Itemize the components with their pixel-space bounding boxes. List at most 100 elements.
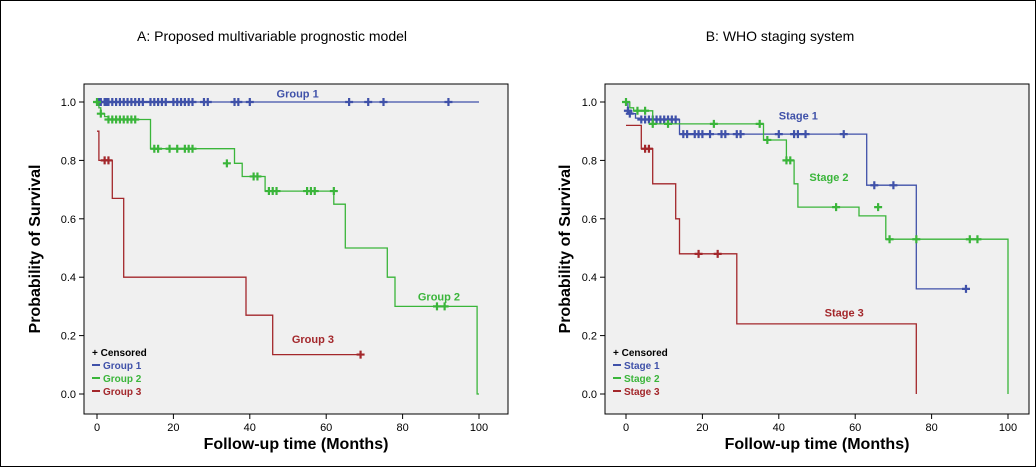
censored-mark bbox=[253, 172, 262, 181]
censored-mark bbox=[188, 98, 197, 106]
y-axis-label: Probability of Survival bbox=[557, 165, 574, 334]
x-tick-label: 80 bbox=[925, 422, 937, 434]
censored-mark bbox=[763, 135, 772, 144]
censored-mark bbox=[329, 187, 338, 196]
y-tick-label: 0.8 bbox=[61, 155, 76, 167]
censored-mark bbox=[222, 159, 231, 168]
y-tick-label: 0.8 bbox=[582, 155, 597, 167]
censored-mark bbox=[444, 98, 453, 106]
x-tick-label: 0 bbox=[623, 422, 629, 434]
curve-label: Stage 1 bbox=[779, 111, 818, 123]
censored-mark bbox=[310, 187, 319, 196]
censored-mark bbox=[161, 98, 170, 106]
censored-mark bbox=[633, 106, 642, 115]
censored-mark bbox=[96, 109, 105, 118]
censored-mark bbox=[272, 187, 281, 196]
x-tick-label: 40 bbox=[244, 422, 256, 434]
censored-mark bbox=[364, 98, 373, 106]
y-tick-label: 0.2 bbox=[61, 331, 76, 343]
censored-mark bbox=[432, 302, 441, 311]
x-tick-label: 60 bbox=[849, 422, 861, 434]
censored-mark bbox=[965, 235, 974, 244]
censored-mark bbox=[912, 235, 921, 244]
censored-mark bbox=[706, 130, 715, 139]
x-tick-label: 100 bbox=[470, 422, 488, 434]
censored-mark bbox=[801, 130, 810, 139]
survival-curve-group-3 bbox=[97, 130, 365, 356]
plot-area bbox=[83, 83, 509, 415]
censored-mark bbox=[786, 156, 795, 165]
censored-mark bbox=[188, 144, 197, 153]
x-tick-label: 40 bbox=[773, 422, 785, 434]
censored-mark bbox=[641, 106, 650, 115]
x-axis-label: Follow-up time (Months) bbox=[204, 436, 389, 453]
censored-mark bbox=[104, 156, 113, 165]
censored-mark bbox=[644, 144, 653, 153]
censored-mark bbox=[138, 98, 147, 106]
legend-item: Stage 1 bbox=[624, 361, 660, 372]
censored-mark bbox=[671, 115, 680, 124]
curve-label: Stage 2 bbox=[809, 172, 848, 184]
censored-mark bbox=[683, 130, 692, 139]
plot-area bbox=[604, 83, 1030, 415]
censored-mark bbox=[664, 119, 673, 128]
legend-item: Group 3 bbox=[103, 387, 142, 398]
censored-mark bbox=[793, 130, 802, 139]
panel-b: B: WHO staging system 0.0 0.2 0.4 0.6 0.8 1.0 0… bbox=[557, 28, 1030, 453]
y-tick-label: 0.4 bbox=[61, 272, 76, 284]
censored-mark bbox=[973, 235, 982, 244]
curve-label: Group 1 bbox=[277, 89, 319, 101]
censored-mark bbox=[736, 130, 745, 139]
curve-label: Group 2 bbox=[418, 292, 460, 304]
censored-mark bbox=[203, 98, 212, 106]
censored-mark bbox=[961, 284, 970, 293]
legend-item: Group 1 bbox=[103, 361, 142, 372]
censored-mark bbox=[885, 235, 894, 244]
legend-item: Stage 2 bbox=[624, 374, 660, 385]
legend-item: Stage 3 bbox=[624, 387, 660, 398]
y-tick-label: 1.0 bbox=[582, 97, 597, 109]
censored-mark bbox=[154, 144, 163, 153]
chart-title: A: Proposed multivariable prognostic mod… bbox=[137, 28, 407, 44]
legend-item: Group 2 bbox=[103, 374, 142, 385]
censored-mark bbox=[694, 249, 703, 258]
x-tick-label: 20 bbox=[696, 422, 708, 434]
y-tick-label: 0.2 bbox=[582, 331, 597, 343]
censored-mark bbox=[713, 249, 722, 258]
censored-mark bbox=[165, 144, 174, 153]
censored-mark bbox=[345, 98, 354, 106]
legend-censored: + Censored bbox=[92, 348, 147, 359]
curve-label: Stage 3 bbox=[825, 308, 864, 320]
x-tick-label: 0 bbox=[94, 422, 100, 434]
censored-mark bbox=[874, 203, 883, 212]
censored-mark bbox=[648, 119, 657, 128]
censored-mark bbox=[709, 119, 718, 128]
censored-mark bbox=[839, 130, 848, 139]
survival-curve-stage-3 bbox=[626, 124, 917, 394]
y-tick-label: 0.6 bbox=[582, 214, 597, 226]
censored-mark bbox=[131, 115, 140, 124]
censored-mark bbox=[721, 130, 730, 139]
censored-mark bbox=[698, 130, 707, 139]
y-axis-label: Probability of Survival bbox=[27, 165, 44, 334]
y-tick-label: 0.6 bbox=[61, 214, 76, 226]
censored-mark bbox=[173, 144, 182, 153]
censored-mark bbox=[832, 203, 841, 212]
censored-mark bbox=[625, 109, 634, 118]
censored-mark bbox=[440, 302, 449, 311]
censored-mark bbox=[93, 98, 101, 106]
censored-mark bbox=[379, 98, 388, 106]
censored-mark bbox=[889, 181, 898, 190]
censored-mark bbox=[755, 119, 764, 128]
x-tick-label: 100 bbox=[999, 422, 1017, 434]
censored-mark bbox=[622, 98, 630, 106]
x-tick-label: 80 bbox=[396, 422, 408, 434]
y-tick-label: 0.0 bbox=[61, 389, 76, 401]
x-axis-label: Follow-up time (Months) bbox=[725, 436, 910, 453]
y-tick-label: 0.0 bbox=[582, 389, 597, 401]
y-tick-label: 0.4 bbox=[582, 272, 597, 284]
censored-mark bbox=[870, 181, 879, 190]
censored-mark bbox=[774, 130, 783, 139]
